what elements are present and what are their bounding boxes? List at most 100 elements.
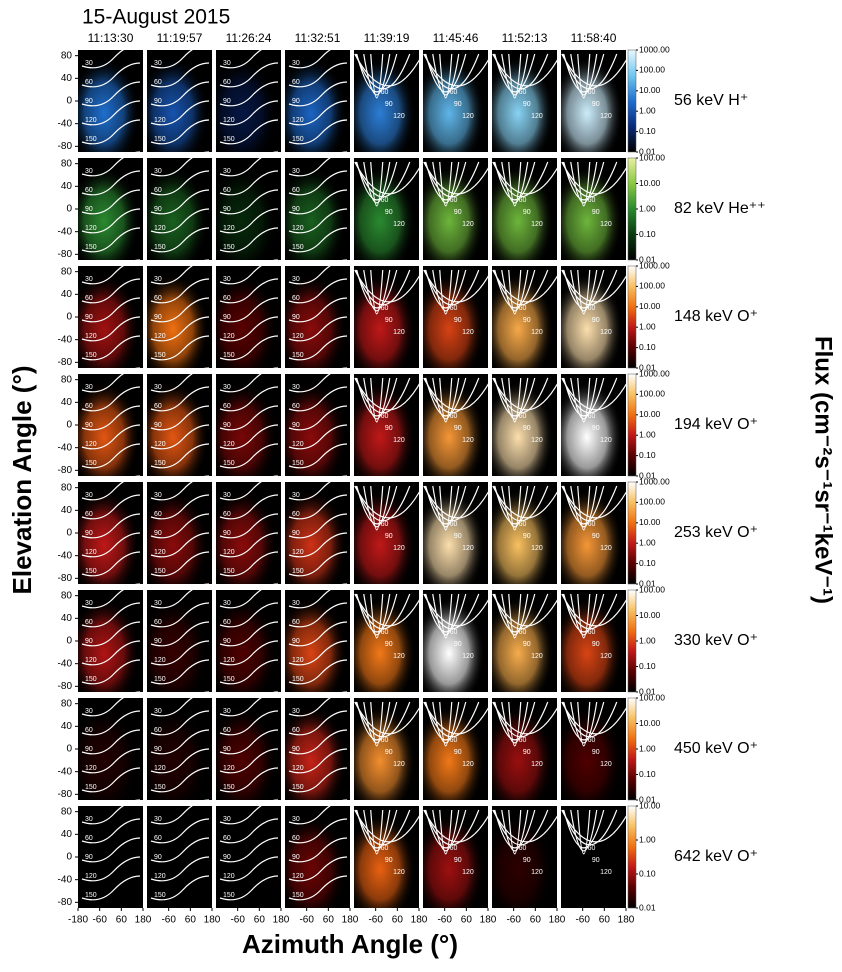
contour-label: 120 — [85, 117, 97, 124]
contour-label: 90 — [154, 422, 162, 429]
contour-label: 30 — [85, 816, 93, 823]
x-tick-label: 60 — [392, 915, 404, 926]
contour-label: 120 — [154, 333, 166, 340]
contour-label: 120 — [292, 441, 304, 448]
contour-label: 60 — [154, 511, 162, 518]
colorbar — [628, 50, 636, 152]
contour-label: 60 — [154, 727, 162, 734]
y-tick-label: 40 — [61, 73, 73, 84]
contour-label: 120 — [462, 437, 474, 444]
contour-label: 120 — [85, 333, 97, 340]
contour-label: 120 — [393, 437, 405, 444]
colorbar-tick-label: 10.00 — [639, 409, 661, 419]
contour-label: 30 — [154, 492, 162, 499]
contour-label: 60 — [85, 727, 93, 734]
x-tick-label: 180 — [549, 915, 566, 926]
contour-label: 150 — [85, 460, 97, 467]
contour-label: 90 — [592, 425, 600, 432]
contour-label: 120 — [462, 329, 474, 336]
contour-label: 30 — [223, 816, 231, 823]
row-label: 56 keV H⁺ — [674, 92, 748, 109]
y-tick-label: 0 — [66, 96, 72, 107]
contour-label: 150 — [223, 244, 235, 251]
contour-label: 150 — [292, 460, 304, 467]
contour-label: 150 — [85, 568, 97, 575]
colorbar-tick-label: 1000.00 — [639, 476, 670, 486]
contour-label: 120 — [85, 441, 97, 448]
y-tick-label: -80 — [58, 249, 73, 260]
x-tick-label: 180 — [135, 915, 152, 926]
contour-label: 120 — [462, 113, 474, 120]
contour-label: 90 — [85, 422, 93, 429]
x-tick-label: -60 — [230, 915, 245, 926]
y-tick-label: 40 — [61, 505, 73, 516]
contour-label: 120 — [393, 113, 405, 120]
y-tick-label: 40 — [61, 181, 73, 192]
contour-label: 150 — [154, 784, 166, 791]
row-label: 642 keV O⁺ — [674, 848, 758, 865]
contour-label: 90 — [385, 857, 393, 864]
contour-label: 120 — [600, 761, 612, 768]
y-tick-label: -40 — [58, 442, 73, 453]
contour-label: 90 — [454, 101, 462, 108]
y-tick-label: 80 — [61, 158, 73, 169]
y-tick-label: 40 — [61, 721, 73, 732]
contour-label: 30 — [292, 600, 300, 607]
contour-label: 30 — [223, 384, 231, 391]
contour-label: 90 — [292, 638, 300, 645]
contour-label: 90 — [454, 317, 462, 324]
contour-label: 150 — [223, 352, 235, 359]
y-tick-label: -80 — [58, 357, 73, 368]
contour-label: 90 — [154, 746, 162, 753]
colorbar — [628, 158, 636, 260]
contour-label: 60 — [292, 511, 300, 518]
y-tick-label: 80 — [61, 374, 73, 385]
contour-label: 150 — [85, 244, 97, 251]
contour-label: 90 — [454, 533, 462, 540]
contour-label: 90 — [292, 98, 300, 105]
contour-label: 90 — [85, 206, 93, 213]
contour-label: 150 — [223, 784, 235, 791]
contour-label: 150 — [223, 892, 235, 899]
contour-label: 120 — [600, 545, 612, 552]
column-time-label: 11:26:24 — [226, 31, 272, 45]
y-tick-label: 0 — [66, 312, 72, 323]
colorbar-tick-label: 100.00 — [639, 692, 665, 702]
contour-label: 90 — [523, 857, 531, 864]
x-tick-label: 180 — [342, 915, 359, 926]
y-tick-label: -40 — [58, 766, 73, 777]
contour-label: 60 — [85, 619, 93, 626]
contour-label: 150 — [154, 460, 166, 467]
contour-label: 120 — [531, 761, 543, 768]
contour-label: 30 — [85, 600, 93, 607]
colorbar — [628, 374, 636, 476]
colorbar-tick-label: 0.10 — [639, 450, 656, 460]
x-tick-label: -60 — [437, 915, 452, 926]
contour-label: 90 — [292, 314, 300, 321]
colorbar-tick-label: 100.00 — [639, 152, 665, 162]
contour-label: 120 — [85, 765, 97, 772]
colorbar-tick-label: 1.00 — [639, 203, 656, 213]
colorbar-tick-label: 1.00 — [639, 537, 656, 547]
row-label: 450 keV O⁺ — [674, 740, 758, 757]
contour-label: 90 — [592, 101, 600, 108]
contour-label: 90 — [85, 638, 93, 645]
y-tick-label: 80 — [61, 482, 73, 493]
contour-label: 90 — [85, 530, 93, 537]
contour-label: 30 — [292, 816, 300, 823]
colorbar-tick-label: 100.00 — [639, 65, 665, 75]
x-tick-label: -60 — [161, 915, 176, 926]
y-tick-label: 0 — [66, 852, 72, 863]
colorbar-tick-label: 10.00 — [639, 85, 661, 95]
contour-label: 60 — [223, 187, 231, 194]
contour-label: 90 — [385, 749, 393, 756]
contour-label: 90 — [85, 746, 93, 753]
contour-label: 120 — [292, 765, 304, 772]
y-tick-label: 40 — [61, 397, 73, 408]
contour-label: 120 — [462, 653, 474, 660]
row-label: 148 keV O⁺ — [674, 308, 758, 325]
y-tick-label: 80 — [61, 266, 73, 277]
contour-label: 120 — [223, 333, 235, 340]
colorbar-tick-label: 1.00 — [639, 743, 656, 753]
contour-label: 30 — [223, 276, 231, 283]
